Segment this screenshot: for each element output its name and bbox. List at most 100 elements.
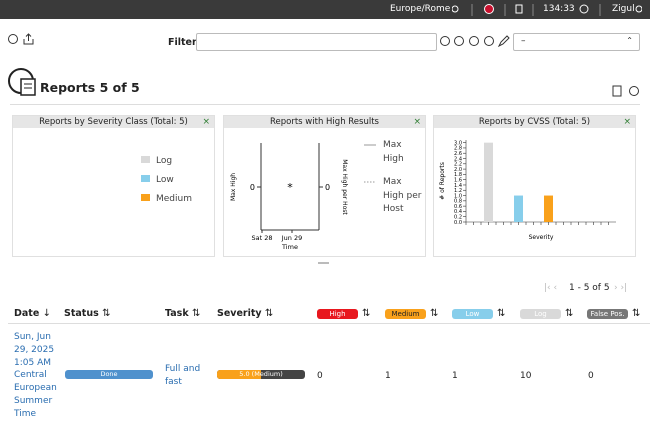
legend-label: Log [156, 156, 172, 166]
false-pos-count: 0 [588, 371, 594, 381]
header-text: Status [64, 308, 99, 319]
y-tick-label: 3.0 [454, 140, 462, 146]
page-first[interactable]: |‹ ‹ [544, 283, 558, 293]
page-title: Reports 5 of 5 [40, 80, 140, 95]
x-tick-label: Sat 28 [252, 234, 273, 242]
panel: Reports with High Results × 0 0 * Sat 28 Jun 2… [223, 115, 426, 257]
user-name[interactable]: Zigul [612, 4, 635, 14]
panel-title: Reports by Severity Class (Total: 5) [39, 117, 188, 127]
y-axis-label: # of Reports [439, 162, 446, 200]
legend-label: Medium [156, 194, 192, 204]
dropdown-value: – [521, 36, 526, 46]
timezone[interactable]: Europe/Rome [390, 4, 451, 14]
low-badge[interactable]: Low [452, 309, 493, 319]
severity-fill [217, 370, 261, 379]
header-text: Task [165, 308, 189, 319]
y-tick-label: 0.8 [454, 199, 462, 205]
legend-label: Max High [383, 140, 404, 164]
sort-icon[interactable]: ⇅ [362, 308, 371, 319]
y-tick-label: 1.2 [454, 188, 462, 194]
chart: 3Log1Low1Medium [141, 156, 192, 204]
filter-input[interactable] [196, 33, 437, 51]
column-header[interactable]: Severity ⇅ [217, 308, 274, 319]
dashboard-icons[interactable] [611, 84, 641, 98]
medium-count: 1 [385, 371, 391, 381]
filter-dropdown[interactable]: – ⌃ [513, 33, 640, 51]
log-count: 10 [520, 371, 532, 381]
panel-header: Reports by Severity Class (Total: 5) × [13, 116, 214, 128]
sort-icon[interactable]: ⇅ [430, 308, 439, 319]
y-tick-label: 0.0 [454, 220, 462, 226]
header-rule [8, 323, 650, 324]
y-tick-label: 2.6 [454, 151, 462, 157]
x-axis-label: Severity [529, 234, 554, 241]
empty-marker: * [287, 181, 293, 194]
panel-header: Reports by CVSS (Total: 5) × [434, 116, 635, 128]
y-tick-label: 0 [250, 183, 255, 192]
false-pos-badge[interactable]: False Pos. [587, 309, 628, 319]
legend-label: Max High per Host [383, 177, 422, 214]
filter-label: Filter [168, 37, 197, 48]
y-tick-label: 0.4 [454, 209, 462, 215]
legend-swatch [141, 156, 150, 163]
session-timer: 134:33 [543, 4, 575, 14]
low-count: 1 [452, 371, 458, 381]
chart: 0.00.20.40.60.81.01.21.41.61.82.02.22.42… [439, 140, 616, 241]
y-tick-label: 0.6 [454, 204, 462, 210]
medium-badge[interactable]: Medium [385, 309, 426, 319]
task-link[interactable]: Full and fast [165, 364, 201, 387]
x-axis-label: Time [281, 243, 298, 251]
y-tick-label: 1.8 [454, 172, 462, 178]
header-text: Severity [217, 308, 262, 319]
legend-label: Low [156, 175, 174, 185]
severity-text: 5.0 (Medium) [239, 370, 283, 378]
reports-icon [8, 68, 36, 96]
sort-icon[interactable]: ⇅ [497, 308, 506, 319]
page-last[interactable]: › ›| [614, 283, 628, 293]
severity-bar: 5.0 (Medium) [217, 370, 305, 379]
y2-axis-label: Max High per Host [341, 159, 348, 215]
resize-handle[interactable] [318, 262, 329, 264]
dropdown-arrow: ⌃ [626, 36, 633, 45]
bar [544, 195, 553, 222]
sort-icon[interactable]: ⇅ [565, 308, 574, 319]
legend-swatch [141, 194, 150, 201]
close[interactable]: × [202, 117, 210, 127]
panel: Reports by CVSS (Total: 5) × 0.0 0.2 0.4 0.6 0… [433, 115, 636, 257]
column-header[interactable]: Date ↓ [14, 308, 51, 319]
y-tick-label: 1.6 [454, 177, 462, 183]
column-header[interactable]: Status ⇅ [64, 308, 111, 319]
filter-icons[interactable] [439, 35, 511, 47]
log-badge[interactable]: Log [520, 309, 561, 319]
y-tick-label: 2.0 [454, 167, 462, 173]
header-text: Date [14, 308, 40, 319]
y2-tick-label: 0 [325, 183, 330, 192]
x-tick-label: Jun 29 [281, 234, 303, 242]
y-tick-label: 2.8 [454, 146, 462, 152]
help-icons[interactable] [8, 33, 38, 45]
panel-title: Reports with High Results [270, 117, 379, 127]
y-axis-label: Max High [230, 173, 237, 201]
sort-icon[interactable]: ⇅ [632, 308, 641, 319]
divider [10, 104, 640, 105]
top-bar: Europe/Rome 134:33 Zigul [0, 0, 650, 19]
bar [484, 142, 493, 222]
y-tick-label: 1.4 [454, 183, 462, 189]
panel: Reports by Severity Class (Total: 5) × 3Lo… [12, 115, 215, 257]
y-tick-label: 2.4 [454, 156, 462, 162]
y-tick-label: 2.2 [454, 162, 462, 168]
high-badge[interactable]: High [317, 309, 358, 319]
y-tick-label: 1.0 [454, 193, 462, 199]
bar [514, 195, 523, 222]
status-bar: Done [65, 370, 153, 379]
report-date[interactable]: Sun, Jun 29, 2025 1:05 AM Central Europe… [14, 332, 57, 419]
close[interactable]: × [413, 117, 421, 127]
legend-swatch [141, 175, 150, 182]
y-tick-label: 0.2 [454, 215, 462, 221]
column-header[interactable]: Task ⇅ [165, 308, 201, 319]
panel-title: Reports by CVSS (Total: 5) [478, 117, 591, 127]
close[interactable]: × [623, 117, 631, 127]
pagination: 1 - 5 of 5 [569, 283, 610, 293]
